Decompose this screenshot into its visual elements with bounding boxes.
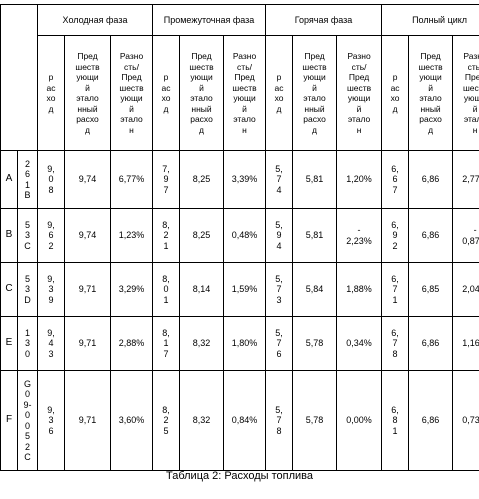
sub-header-row: р ас хо д Пред шеств ующи й этало нный р… xyxy=(1,36,479,151)
cell-diff: 2,04% xyxy=(453,263,479,317)
table-row: E 1 3 0 9, 4 3 9,71 2,88% 8, 1 7 8,32 1,… xyxy=(1,317,479,371)
cell-diff: - 0,87% xyxy=(453,209,479,263)
cell-etalon: 5,81 xyxy=(293,209,337,263)
cell-diff: 1,59% xyxy=(224,263,266,317)
cell-rashod: 9, 3 9 xyxy=(38,263,65,317)
cell-diff: 2,77% xyxy=(453,151,479,209)
table-row: A 2 6 1 B 9, 0 8 9,74 6,77% 7, 9 7 8,25 … xyxy=(1,151,479,209)
sub-header-rashod: р ас хо д xyxy=(382,36,409,151)
cell-rashod: 9, 3 6 xyxy=(38,371,65,471)
cell-rashod: 8, 1 7 xyxy=(153,317,180,371)
cell-etalon: 6,86 xyxy=(409,371,453,471)
cell-etalon: 9,71 xyxy=(65,317,111,371)
cell-etalon: 9,74 xyxy=(65,209,111,263)
cell-rashod: 6, 7 1 xyxy=(382,263,409,317)
cell-etalon: 8,14 xyxy=(180,263,224,317)
row-letter: F xyxy=(1,371,18,471)
cell-etalon: 9,71 xyxy=(65,263,111,317)
cell-rashod: 9, 4 3 xyxy=(38,317,65,371)
cell-diff: 0,34% xyxy=(337,317,382,371)
cell-etalon: 9,74 xyxy=(65,151,111,209)
cell-rashod: 5, 9 4 xyxy=(266,209,293,263)
table-row: C 5 3 D 9, 3 9 9,71 3,29% 8, 0 1 8,14 1,… xyxy=(1,263,479,317)
sub-header-rashod: р ас хо д xyxy=(266,36,293,151)
cell-diff: 6,77% xyxy=(111,151,153,209)
cell-diff: 0,00% xyxy=(337,371,382,471)
table-caption: Таблица 2: Расходы топлива xyxy=(0,470,479,482)
cell-diff: - 2,23% xyxy=(337,209,382,263)
cell-diff: 1,16% xyxy=(453,317,479,371)
cell-rashod: 5, 7 6 xyxy=(266,317,293,371)
cell-rashod: 8, 2 5 xyxy=(153,371,180,471)
sub-header-diff: Разно сть/ Пред шеств ующи й этало н xyxy=(453,36,479,151)
fuel-consumption-table: Холодная фаза Промежуточная фаза Горячая… xyxy=(0,4,479,471)
cell-rashod: 9, 6 2 xyxy=(38,209,65,263)
corner-cell xyxy=(1,5,38,151)
sub-header-diff: Разно сть/ Пред шеств ующи й этало н xyxy=(337,36,382,151)
cell-etalon: 5,78 xyxy=(293,317,337,371)
sub-header-etalon: Пред шеств ующи й этало нный расхо д xyxy=(409,36,453,151)
cell-etalon: 5,81 xyxy=(293,151,337,209)
cell-etalon: 8,25 xyxy=(180,209,224,263)
cell-diff: 3,29% xyxy=(111,263,153,317)
cell-diff: 1,80% xyxy=(224,317,266,371)
cell-rashod: 6, 7 8 xyxy=(382,317,409,371)
cell-diff: 0,73% xyxy=(453,371,479,471)
cell-etalon: 9,71 xyxy=(65,371,111,471)
cell-rashod: 6, 8 1 xyxy=(382,371,409,471)
cell-diff: 0,84% xyxy=(224,371,266,471)
cell-etalon: 8,25 xyxy=(180,151,224,209)
cell-diff: 3,39% xyxy=(224,151,266,209)
row-letter: A xyxy=(1,151,18,209)
cell-diff: 0,48% xyxy=(224,209,266,263)
row-code: 1 3 0 xyxy=(18,317,38,371)
cell-etalon: 6,86 xyxy=(409,317,453,371)
phase-header-full-cycle: Полный цикл xyxy=(382,5,479,36)
cell-rashod: 6, 9 2 xyxy=(382,209,409,263)
phase-header-row: Холодная фаза Промежуточная фаза Горячая… xyxy=(1,5,479,36)
phase-header-hot: Горячая фаза xyxy=(266,5,382,36)
cell-rashod: 9, 0 8 xyxy=(38,151,65,209)
cell-diff: 1,23% xyxy=(111,209,153,263)
cell-etalon: 6,86 xyxy=(409,209,453,263)
sub-header-diff: Разно сть/ Пред шеств ующи й этало н xyxy=(111,36,153,151)
cell-etalon: 8,32 xyxy=(180,371,224,471)
sub-header-diff: Разно сть/ Пред шеств ующи й этало н xyxy=(224,36,266,151)
cell-rashod: 7, 9 7 xyxy=(153,151,180,209)
phase-header-cold: Холодная фаза xyxy=(38,5,153,36)
sub-header-etalon: Пред шеств ующи й этало нный расхо д xyxy=(65,36,111,151)
sub-header-rashod: р ас хо д xyxy=(38,36,65,151)
row-letter: C xyxy=(1,263,18,317)
cell-etalon: 8,32 xyxy=(180,317,224,371)
sub-header-etalon: Пред шеств ующи й этало нный расхо д xyxy=(180,36,224,151)
sub-header-etalon: Пред шеств ующи й этало нный расхо д xyxy=(293,36,337,151)
cell-rashod: 6, 6 7 xyxy=(382,151,409,209)
row-letter: E xyxy=(1,317,18,371)
cell-rashod: 5, 7 4 xyxy=(266,151,293,209)
row-letter: B xyxy=(1,209,18,263)
cell-etalon: 5,84 xyxy=(293,263,337,317)
row-code: 2 6 1 B xyxy=(18,151,38,209)
cell-etalon: 6,86 xyxy=(409,151,453,209)
row-code: G 0 9- 0 0 5 2 C xyxy=(18,371,38,471)
table-row: B 5 3 C 9, 6 2 9,74 1,23% 8, 2 1 8,25 0,… xyxy=(1,209,479,263)
cell-diff: 3,60% xyxy=(111,371,153,471)
cell-etalon: 5,78 xyxy=(293,371,337,471)
cell-diff: 2,88% xyxy=(111,317,153,371)
row-code: 5 3 C xyxy=(18,209,38,263)
sub-header-rashod: р ас хо д xyxy=(153,36,180,151)
table-row: F G 0 9- 0 0 5 2 C 9, 3 6 9,71 3,60% 8, … xyxy=(1,371,479,471)
cell-rashod: 8, 2 1 xyxy=(153,209,180,263)
cell-rashod: 8, 0 1 xyxy=(153,263,180,317)
cell-rashod: 5, 7 3 xyxy=(266,263,293,317)
cell-etalon: 6,85 xyxy=(409,263,453,317)
cell-rashod: 5, 7 8 xyxy=(266,371,293,471)
phase-header-intermediate: Промежуточная фаза xyxy=(153,5,266,36)
cell-diff: 1,20% xyxy=(337,151,382,209)
row-code: 5 3 D xyxy=(18,263,38,317)
cell-diff: 1,88% xyxy=(337,263,382,317)
